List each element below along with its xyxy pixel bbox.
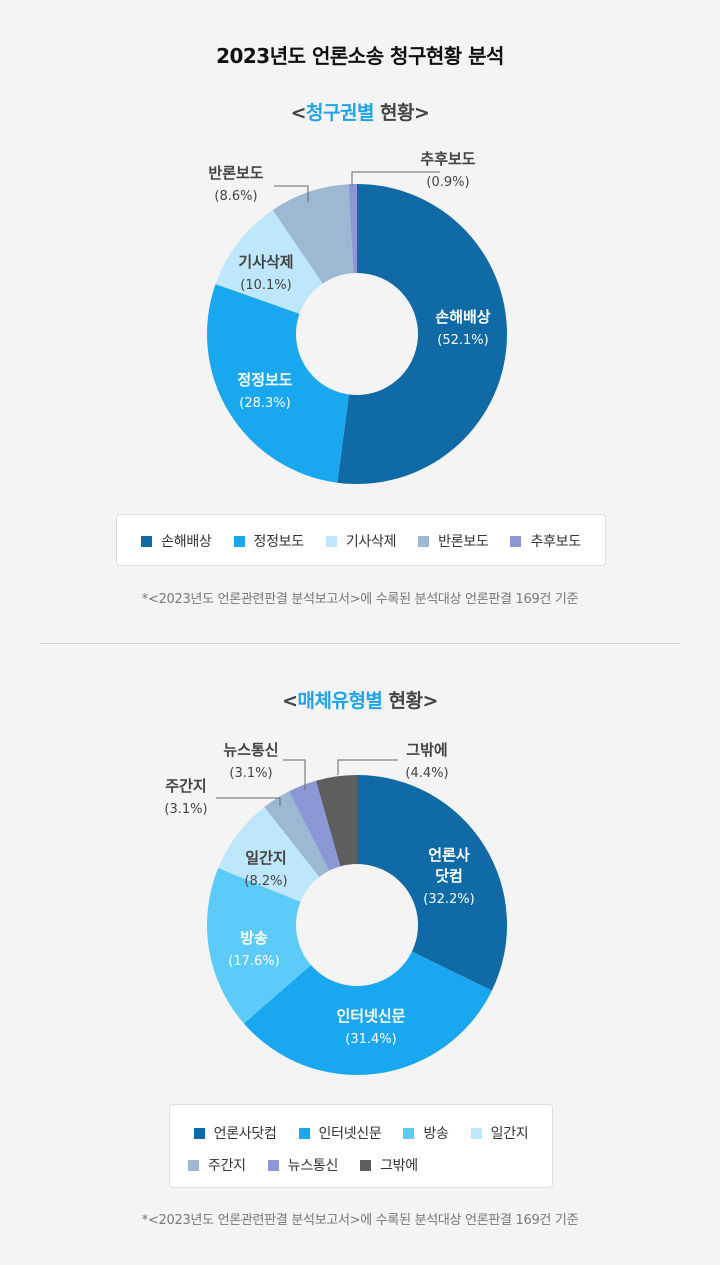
media-legend: 언론사닷컴 인터넷신문 방송 일간지 주간지 뉴스통신 그밖에 bbox=[169, 1104, 553, 1188]
title-highlight: 매체유형별 bbox=[297, 690, 383, 712]
legend-item-그밖에: 그밖에 bbox=[360, 1155, 418, 1175]
legend-row: 주간지 뉴스통신 그밖에 bbox=[170, 1155, 552, 1175]
legend-swatch bbox=[403, 1127, 415, 1139]
legend-label: 인터넷신문 bbox=[318, 1126, 382, 1142]
slice-그밖에 bbox=[316, 775, 357, 867]
slice-value-주간지: (3.1%) bbox=[164, 802, 207, 817]
slice-value-기사삭제: (10.1%) bbox=[240, 278, 291, 293]
title-rest: 현황> bbox=[373, 102, 430, 124]
slice-value-방송: (17.6%) bbox=[228, 954, 279, 969]
slice-기사삭제 bbox=[215, 209, 323, 314]
leader-line bbox=[216, 797, 281, 806]
slice-인터넷신문 bbox=[243, 951, 492, 1075]
slice-label-방송: 방송 bbox=[240, 929, 268, 947]
legend-row: 손해배상 정정보도 기사삭제 반론보도 추후보도 bbox=[117, 531, 605, 551]
legend-item-추후보도: 추후보도 bbox=[510, 531, 581, 551]
legend-item-주간지: 주간지 bbox=[188, 1155, 246, 1175]
slice-value-언론사닷컴: (32.2%) bbox=[423, 892, 474, 907]
legend-swatch bbox=[233, 535, 245, 547]
legend-swatch bbox=[510, 535, 522, 547]
slice-value-추후보도: (0.9%) bbox=[426, 175, 469, 190]
legend-label: 주간지 bbox=[208, 1158, 246, 1174]
legend-label: 일간지 bbox=[490, 1126, 529, 1142]
slice-value-인터넷신문: (31.4%) bbox=[345, 1032, 396, 1047]
leader-line bbox=[274, 185, 309, 202]
claims-legend: 손해배상 정정보도 기사삭제 반론보도 추후보도 bbox=[116, 514, 606, 566]
legend-item-반론보도: 반론보도 bbox=[418, 531, 489, 551]
slice-value-뉴스통신: (3.1%) bbox=[229, 766, 272, 781]
legend-swatch bbox=[470, 1127, 482, 1139]
media-donut-chart: 언론사닷컴 (32.2%) 인터넷신문 (31.4%) 방송 (17.6%) 일간지 (8.2… bbox=[164, 741, 507, 1075]
slice-label-주간지: 주간지 bbox=[165, 777, 206, 795]
slice-일간지 bbox=[218, 807, 320, 902]
title-bracket: < bbox=[290, 102, 307, 124]
slice-label-정정보도: 정정보도 bbox=[237, 371, 292, 389]
legend-swatch bbox=[418, 535, 430, 547]
footnote-media: *<2023년도 언론관련판결 분석보고서>에 수록된 분석대상 언론판결 16… bbox=[141, 1213, 579, 1228]
legend-label: 정정보도 bbox=[253, 534, 305, 550]
legend-item-정정보도: 정정보도 bbox=[233, 531, 305, 551]
footnote-claims: *<2023년도 언론관련판결 분석보고서>에 수록된 분석대상 언론판결 16… bbox=[141, 592, 579, 607]
legend-label: 방송 bbox=[423, 1126, 449, 1142]
legend-item-일간지: 일간지 bbox=[470, 1123, 529, 1143]
title-rest: 현황> bbox=[382, 690, 439, 712]
slice-value-정정보도: (28.3%) bbox=[239, 396, 290, 411]
slice-label-뉴스통신: 뉴스통신 bbox=[223, 741, 278, 759]
slice-value-손해배상: (52.1%) bbox=[437, 333, 488, 348]
legend-item-기사삭제: 기사삭제 bbox=[325, 531, 397, 551]
slice-label-추후보도: 추후보도 bbox=[420, 150, 475, 168]
legend-label: 그밖에 bbox=[380, 1158, 418, 1174]
slice-언론사닷컴 bbox=[357, 775, 507, 991]
legend-item-방송: 방송 bbox=[403, 1123, 449, 1143]
slice-label-손해배상: 손해배상 bbox=[435, 308, 490, 326]
leader-line bbox=[351, 171, 440, 186]
legend-label: 기사삭제 bbox=[345, 534, 397, 550]
title-bracket: < bbox=[282, 690, 298, 712]
slice-손해배상 bbox=[337, 184, 507, 484]
legend-item-인터넷신문: 인터넷신문 bbox=[298, 1123, 382, 1143]
slice-label-반론보도: 반론보도 bbox=[208, 164, 263, 182]
legend-label: 언론사닷컴 bbox=[213, 1126, 277, 1142]
legend-row: 언론사닷컴 인터넷신문 방송 일간지 bbox=[170, 1123, 552, 1143]
section-title-media: <매체유형별 현황> bbox=[0, 686, 720, 713]
legend-swatch bbox=[267, 1159, 279, 1171]
slice-label-기사삭제: 기사삭제 bbox=[238, 253, 293, 271]
leader-line bbox=[337, 759, 398, 775]
slice-label-그밖에: 그밖에 bbox=[406, 741, 447, 759]
leader-line bbox=[283, 759, 306, 790]
legend-label: 반론보도 bbox=[438, 534, 489, 550]
page-title: 2023년도 언론소송 청구현황 분석 bbox=[216, 44, 504, 68]
legend-swatch bbox=[325, 535, 337, 547]
slice-label-언론사닷컴: 닷컴 bbox=[435, 867, 463, 885]
legend-item-손해배상: 손해배상 bbox=[141, 531, 212, 551]
legend-item-언론사닷컴: 언론사닷컴 bbox=[193, 1123, 277, 1143]
legend-item-뉴스통신: 뉴스통신 bbox=[267, 1155, 339, 1175]
slice-뉴스통신 bbox=[288, 780, 341, 871]
legend-label: 뉴스통신 bbox=[287, 1158, 339, 1174]
slice-label-일간지: 일간지 bbox=[245, 849, 286, 867]
slice-value-반론보도: (8.6%) bbox=[214, 189, 257, 204]
slice-정정보도 bbox=[207, 284, 349, 483]
legend-swatch bbox=[141, 535, 153, 547]
slice-추후보도 bbox=[348, 184, 357, 274]
slice-value-그밖에: (4.4%) bbox=[405, 766, 448, 781]
legend-swatch bbox=[188, 1159, 199, 1171]
slice-반론보도 bbox=[272, 184, 354, 284]
slice-value-일간지: (8.2%) bbox=[244, 874, 287, 889]
slice-방송 bbox=[207, 868, 311, 1024]
section-divider bbox=[40, 643, 680, 644]
legend-swatch bbox=[298, 1127, 310, 1139]
slice-label-언론사닷컴: 언론사 bbox=[428, 846, 470, 864]
section-title-claims: <청구권별 현황> bbox=[0, 98, 720, 125]
legend-swatch bbox=[360, 1159, 372, 1171]
slice-label-인터넷신문: 인터넷신문 bbox=[336, 1007, 405, 1025]
legend-swatch bbox=[193, 1127, 205, 1139]
claims-donut-chart: 손해배상 (52.1%) 정정보도 (28.3%) 기사삭제 (10.1%) 반론보도 (8.… bbox=[207, 150, 507, 484]
title-highlight: 청구권별 bbox=[306, 102, 374, 124]
legend-label: 추후보도 bbox=[530, 534, 581, 550]
slice-주간지 bbox=[264, 791, 330, 878]
legend-label: 손해배상 bbox=[161, 534, 212, 550]
